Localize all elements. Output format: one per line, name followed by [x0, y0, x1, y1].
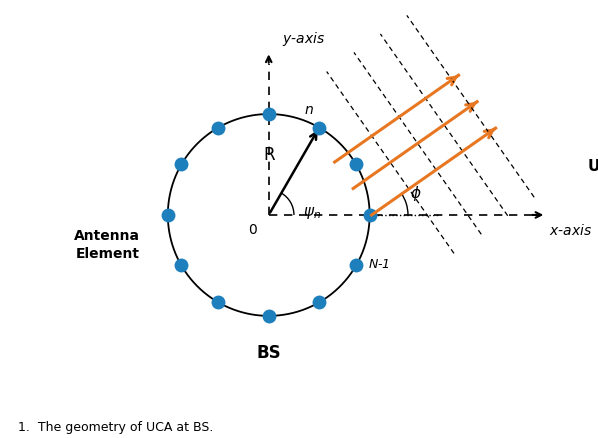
Point [315, 299, 324, 306]
Point [352, 161, 361, 168]
Point [213, 299, 223, 306]
Text: $N$-1: $N$-1 [368, 258, 390, 271]
Text: User: User [587, 159, 598, 174]
Text: $x$-axis: $x$-axis [549, 223, 593, 238]
Text: $n$: $n$ [304, 103, 314, 117]
Point [176, 161, 186, 168]
Text: $\phi$: $\phi$ [410, 184, 422, 203]
Point [213, 124, 223, 131]
Point [176, 262, 186, 269]
Point [352, 262, 361, 269]
Text: Antenna
Element: Antenna Element [74, 229, 139, 261]
Point [365, 212, 374, 219]
Point [315, 124, 324, 131]
Text: 0: 0 [248, 223, 257, 237]
Point [264, 312, 273, 319]
Text: BS: BS [257, 344, 281, 362]
Point [163, 212, 173, 219]
FancyBboxPatch shape [594, 113, 598, 149]
Point [264, 110, 273, 117]
Text: R: R [263, 146, 275, 164]
Text: 1.  The geometry of UCA at BS.: 1. The geometry of UCA at BS. [18, 420, 213, 434]
Text: $\psi_n$: $\psi_n$ [303, 205, 322, 221]
Text: $y$-axis: $y$-axis [282, 31, 325, 49]
